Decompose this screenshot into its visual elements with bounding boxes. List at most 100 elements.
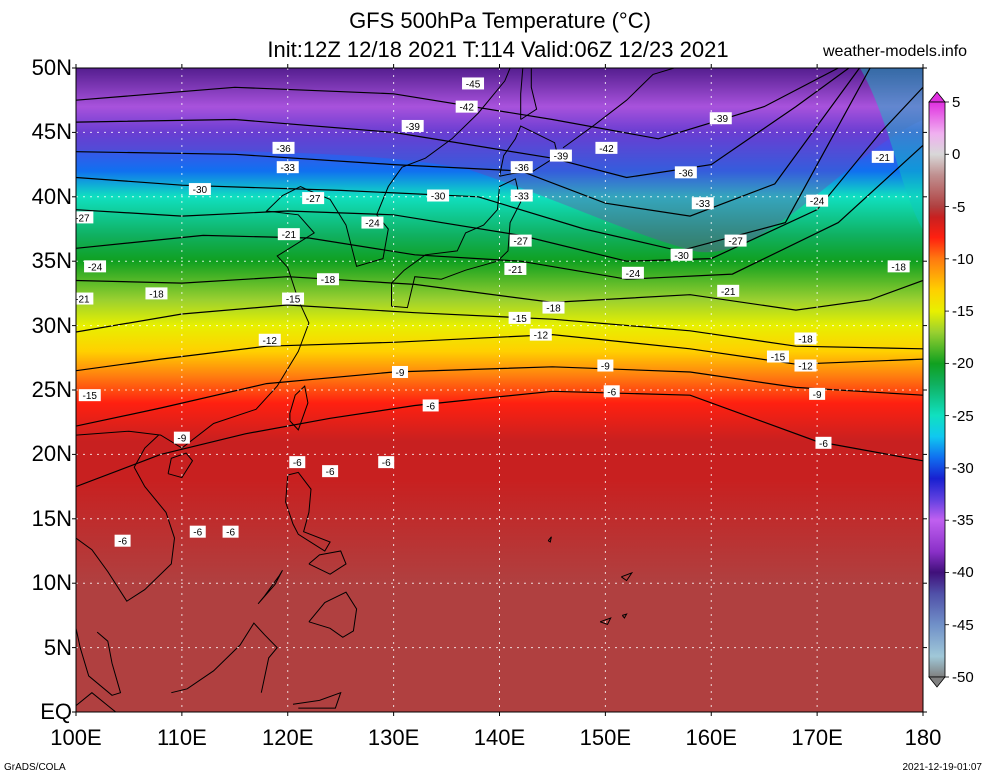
- latitude-label: 10N: [31, 570, 72, 596]
- contour-label: -21: [871, 150, 894, 164]
- contour-label: -45: [462, 77, 485, 90]
- contour-label-text: -39: [405, 122, 420, 133]
- sulawesi-halmahera: [292, 691, 342, 709]
- contour-label-text: -15: [286, 295, 301, 306]
- colorbar-label: 0: [952, 146, 961, 164]
- borneo-north: [171, 622, 278, 694]
- contour-label: -33: [510, 189, 533, 203]
- sumatra: [76, 692, 117, 712]
- contour-label: -24: [621, 266, 644, 280]
- contour-label: -27: [302, 192, 325, 205]
- isotherm-line: [76, 144, 923, 280]
- contour-label-text: -36: [276, 144, 291, 155]
- colorbar-label: -30: [952, 459, 974, 477]
- contour-label-text: -24: [810, 197, 825, 208]
- contour-label-text: -6: [382, 458, 391, 469]
- contour-label: -21: [277, 228, 300, 241]
- colorbar-label: -40: [952, 564, 974, 582]
- contour-label-text: -33: [281, 163, 296, 174]
- latitude-label: 45N: [31, 119, 72, 145]
- latitude-label: 35N: [31, 248, 72, 274]
- contour-label-text: -18: [321, 275, 336, 286]
- colorbar-top-arrow: [928, 91, 946, 103]
- indochina: [76, 434, 176, 602]
- colorbar-label: 5: [952, 94, 961, 111]
- contour-label: -15: [78, 389, 101, 402]
- contour-label-text: -12: [534, 331, 549, 342]
- contour-label: -9: [173, 431, 190, 445]
- contour-label: -42: [455, 100, 478, 114]
- colorbar-label: -15: [952, 303, 974, 321]
- contour-label: -21: [76, 292, 94, 306]
- contour-label-text: -6: [226, 528, 235, 539]
- contour-label-text: -18: [149, 289, 164, 300]
- contour-label: -6: [189, 525, 206, 539]
- isotherm-contours: [76, 68, 923, 488]
- contour-label: -36: [272, 141, 295, 155]
- longitude-label: 140E: [473, 725, 526, 750]
- contour-label: -6: [815, 436, 832, 450]
- contour-label-text: -36: [515, 163, 530, 174]
- isotherm-line: [76, 304, 923, 350]
- latitude-label: 5N: [43, 634, 72, 660]
- contour-label-text: -33: [515, 192, 530, 203]
- latitude-label: EQ: [40, 699, 72, 724]
- contour-label-text: -45: [466, 79, 481, 90]
- contour-label-text: -21: [508, 265, 523, 276]
- contour-label: -24: [806, 194, 829, 208]
- contour-label: -39: [549, 149, 572, 163]
- longitude-label: 170E: [791, 725, 843, 750]
- contour-label: -18: [542, 301, 565, 315]
- map-subtitle: Init:12Z 12/18 2021 T:114 Valid:06Z 12/2…: [267, 37, 729, 62]
- latitude-label: 40N: [31, 183, 72, 209]
- contour-label: -18: [887, 260, 910, 273]
- colorbar-label: -20: [952, 355, 974, 373]
- contour-label-text: -33: [696, 199, 711, 210]
- isotherm-line: [76, 86, 923, 262]
- latitude-label: 25N: [31, 377, 72, 402]
- contour-label: -15: [766, 350, 789, 364]
- contour-labels: -45 -42 -39 -39 -42 -39 -36 -33 -36 -36 -30 -27 -30 -…: [76, 77, 910, 548]
- china-coast: [76, 68, 511, 449]
- kuril-kamchatka: [562, 68, 675, 149]
- contour-label: -12: [258, 333, 281, 347]
- contour-label: -39: [709, 112, 732, 125]
- contour-label: -24: [361, 216, 384, 230]
- guam-area: [547, 536, 552, 543]
- isotherm-line: [76, 68, 860, 217]
- isotherm-line: [76, 390, 923, 488]
- contour-label-text: -36: [679, 168, 694, 179]
- longitude-label: 100E: [50, 725, 102, 750]
- longitude-label: 160E: [685, 725, 737, 750]
- isotherm-line: [76, 68, 839, 140]
- contour-label-text: -6: [293, 458, 302, 469]
- contour-label-text: -27: [306, 194, 321, 205]
- footer-timestamp: 2021-12-19-01:07: [902, 762, 982, 773]
- luzon: [285, 471, 331, 552]
- colorbar: [928, 91, 949, 688]
- contour-label-text: -39: [714, 114, 729, 125]
- contour-label-text: -6: [426, 401, 435, 412]
- contour-label-text: -27: [728, 237, 743, 248]
- mindanao: [308, 591, 358, 638]
- contour-label: -36: [510, 161, 533, 174]
- latitude-label: 20N: [31, 441, 72, 467]
- contour-label-text: -12: [263, 336, 278, 347]
- contour-label: -9: [809, 387, 826, 401]
- contour-label-text: -9: [601, 362, 610, 373]
- longitude-label: 120E: [262, 725, 314, 750]
- colorbar-label: -10: [952, 250, 974, 268]
- contour-label-text: -27: [513, 237, 528, 248]
- contour-label: -15: [508, 311, 531, 325]
- contour-label-text: -15: [512, 314, 527, 325]
- marshall-atoll-1: [599, 617, 612, 626]
- contour-label-text: -30: [431, 192, 446, 203]
- colorbar-label: -25: [952, 407, 974, 425]
- chuuk: [621, 613, 628, 619]
- contour-label-text: -18: [546, 304, 561, 315]
- ridge-shading: [860, 68, 923, 230]
- contour-label: -18: [794, 332, 817, 345]
- contour-label: -24: [84, 260, 107, 273]
- contour-label: -6: [322, 465, 339, 478]
- isotherm-line: [76, 68, 850, 179]
